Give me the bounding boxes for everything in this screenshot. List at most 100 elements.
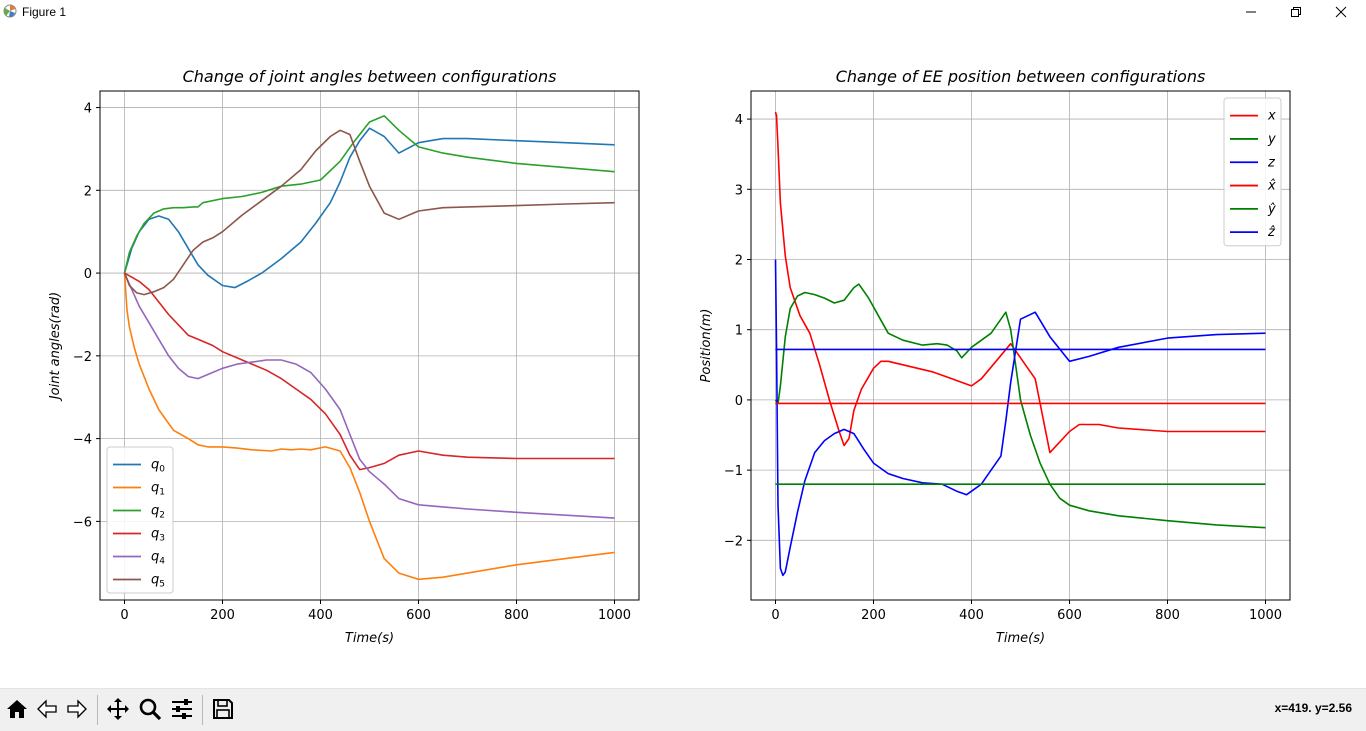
configure-subplots-button[interactable] <box>168 695 196 723</box>
y-tick-label: 0 <box>735 394 743 409</box>
series-line-q2 <box>123 115 615 274</box>
toolbar-separator <box>202 695 203 725</box>
close-icon <box>1335 6 1347 18</box>
legend-label-base: q <box>151 504 159 519</box>
maximize-button[interactable] <box>1273 0 1319 24</box>
legend-label-y-hat: ŷ <box>1267 202 1276 217</box>
y-tick-label: −2 <box>73 350 92 365</box>
series-line-q1 <box>123 273 615 581</box>
forward-button[interactable] <box>63 695 91 723</box>
cursor-coordinates: x=419. y=2.56 <box>1274 701 1352 715</box>
matplotlib-logo-icon <box>3 4 17 18</box>
legend-label-subscript: 1 <box>159 488 165 498</box>
axes-frame <box>750 90 1291 601</box>
subplot-1: 0 200 400 600 800 1000 −2 −1 0 1 2 3 4 Change of EE p… <box>699 67 1291 646</box>
x-tick-label: 1000 <box>1249 608 1282 623</box>
axes-frame <box>99 90 640 601</box>
y-tick-label: 2 <box>735 253 743 268</box>
x-axis-label: Time(s) <box>996 631 1045 646</box>
pan-button[interactable] <box>104 695 132 723</box>
legend-label-z: z <box>1267 155 1276 170</box>
series-line-q5 <box>123 129 615 296</box>
arrow-right-icon <box>67 699 87 719</box>
y-tick-label: 4 <box>735 113 743 128</box>
minimize-button[interactable] <box>1228 0 1274 24</box>
y-axis-label: Joint angles(rad) <box>48 292 63 402</box>
save-button[interactable] <box>209 695 237 723</box>
y-tick-label: 0 <box>84 267 92 282</box>
legend-label-q3: q3 <box>151 527 165 544</box>
series-line-y <box>774 283 1266 529</box>
series-line-q3 <box>124 272 615 471</box>
legend-label-subscript: 5 <box>159 580 165 590</box>
legend-label-base: q <box>151 527 159 542</box>
x-tick-label: 800 <box>504 608 529 623</box>
y-tick-label: 1 <box>735 324 743 339</box>
minimize-icon <box>1246 11 1256 13</box>
legend-label-subscript: 3 <box>159 534 165 544</box>
y-tick-label: 2 <box>84 184 92 199</box>
y-tick-label: −4 <box>73 433 92 448</box>
x-tick-label: 0 <box>120 608 128 623</box>
close-button[interactable] <box>1318 0 1364 24</box>
home-button[interactable] <box>3 695 31 723</box>
series-line-x <box>774 111 1266 454</box>
figure-canvas[interactable]: 0 200 400 600 800 1000 −6 −4 −2 0 2 4 Change of join… <box>0 24 1366 688</box>
title-bar: Figure 1 <box>0 0 1366 24</box>
series-line-q0 <box>123 127 615 289</box>
sliders-icon <box>172 699 192 719</box>
series-group <box>123 115 615 581</box>
window-title: Figure 1 <box>22 5 67 19</box>
legend-label-q0: q0 <box>151 458 165 475</box>
legend-label-subscript: 0 <box>159 465 165 475</box>
y-tick-label: −2 <box>724 534 743 549</box>
legend-label-q5: q5 <box>151 573 165 590</box>
x-tick-label: 600 <box>1057 608 1082 623</box>
restore-icon <box>1291 7 1301 17</box>
x-tick-label: 800 <box>1155 608 1180 623</box>
y-tick-label: 4 <box>84 102 92 117</box>
x-tick-label: 400 <box>959 608 984 623</box>
legend-label-z-hat: ẑ <box>1267 225 1276 240</box>
legend-label-base: q <box>151 458 159 473</box>
x-tick-label: 0 <box>771 608 779 623</box>
y-tick-label: −1 <box>724 464 743 479</box>
legend-label-x: x <box>1267 109 1276 124</box>
legend-label-base: q <box>151 573 159 588</box>
legend: xyz x̂ ŷẑ <box>1223 97 1282 247</box>
subplot-0: 0 200 400 600 800 1000 −6 −4 −2 0 2 4 Change of join… <box>48 67 640 646</box>
legend-label-base: q <box>151 550 159 565</box>
navigation-toolbar: x=419. y=2.56 <box>0 688 1366 731</box>
legend-label-y: y <box>1267 132 1276 147</box>
arrow-left-icon <box>37 699 57 719</box>
y-tick-label: 3 <box>735 183 743 198</box>
x-tick-label: 200 <box>861 608 886 623</box>
series-group <box>774 111 1266 577</box>
legend-label-subscript: 4 <box>159 557 165 567</box>
x-tick-label: 200 <box>210 608 235 623</box>
magnifier-icon <box>139 698 162 721</box>
legend-label-base: q <box>151 481 159 496</box>
legend-label-q1: q1 <box>151 481 165 498</box>
legend-label-subscript: 2 <box>159 511 165 521</box>
legend-label-x-hat: x̂ <box>1267 179 1276 194</box>
chart-title: Change of joint angles between configura… <box>183 67 557 86</box>
home-icon <box>7 700 27 718</box>
y-tick-label: −6 <box>73 515 92 530</box>
legend-label-q4: q4 <box>151 550 165 567</box>
zoom-button[interactable] <box>136 695 164 723</box>
x-axis-label: Time(s) <box>345 631 394 646</box>
toolbar-separator <box>97 695 98 725</box>
x-tick-label: 1000 <box>598 608 631 623</box>
legend-label-q2: q2 <box>151 504 165 521</box>
series-line-q4 <box>123 272 615 519</box>
floppy-icon <box>213 699 233 719</box>
chart-title: Change of EE position between configurat… <box>836 67 1206 86</box>
y-axis-label: Position(m) <box>699 309 714 383</box>
series-line-z <box>774 259 1266 577</box>
x-tick-label: 400 <box>308 608 333 623</box>
move-icon <box>107 698 129 720</box>
back-button[interactable] <box>33 695 61 723</box>
